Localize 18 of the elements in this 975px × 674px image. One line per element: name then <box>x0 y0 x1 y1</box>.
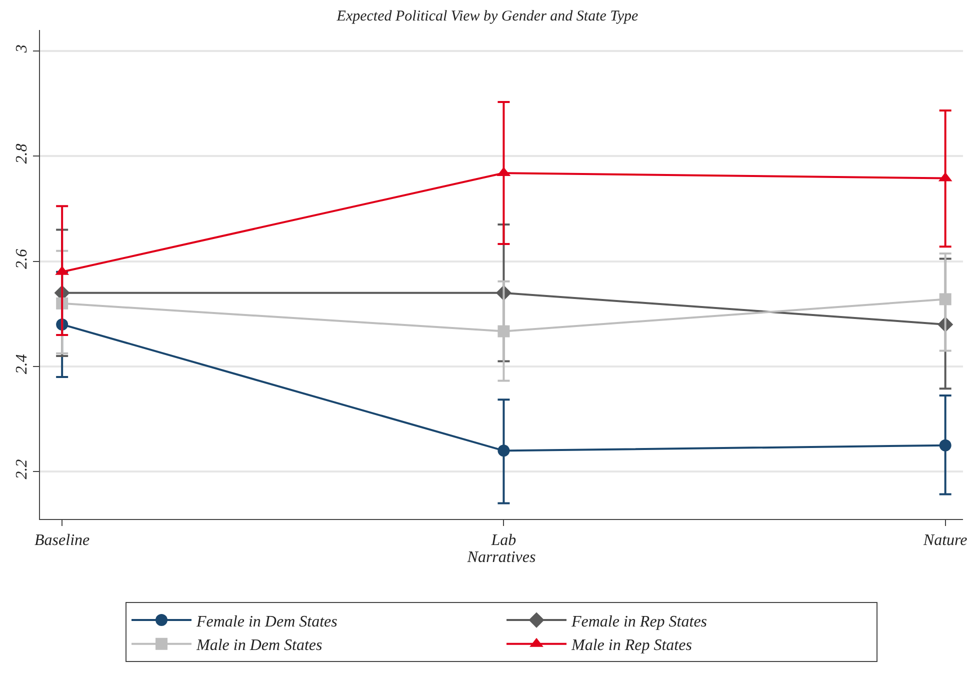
legend-label: Female in Rep States <box>570 613 708 630</box>
point <box>498 325 510 338</box>
legend-label: Male in Dem States <box>196 637 322 654</box>
legend-label: Female in Dem States <box>196 613 338 630</box>
point <box>939 439 952 452</box>
x-tick-label: Nature <box>922 532 968 550</box>
y-tick-label: 2.2 <box>14 459 31 480</box>
x-tick-label: Baseline <box>34 532 90 550</box>
x-axis-title: Narratives <box>466 549 536 566</box>
y-tick-label: 2.4 <box>14 354 31 374</box>
y-tick-label: 2.8 <box>14 144 31 164</box>
y-tick-label: 3 <box>14 44 31 54</box>
y-tick-label: 2.6 <box>14 248 31 269</box>
point <box>498 444 510 457</box>
legend-label: Male in Rep States <box>570 637 692 654</box>
x-tick-label: Lab <box>490 532 516 550</box>
chart-title: Expected Political View by Gender and State Type <box>336 8 639 25</box>
point <box>939 293 952 306</box>
